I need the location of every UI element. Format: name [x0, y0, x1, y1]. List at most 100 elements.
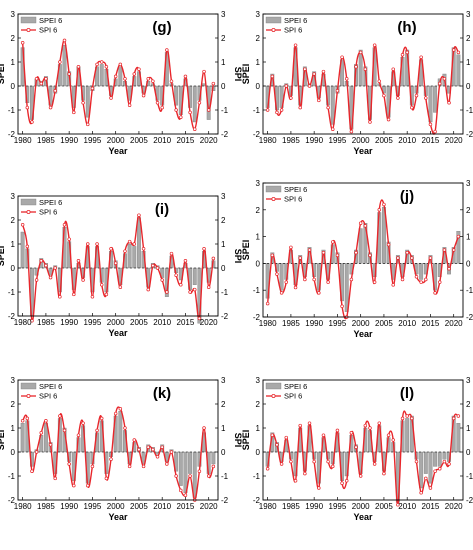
x-axis-title: Year [353, 512, 373, 522]
legend-marker [26, 27, 31, 32]
spi-point [433, 129, 437, 134]
y2-axis-title: SPI [233, 67, 243, 82]
spi-point [424, 476, 428, 481]
spi-point [275, 443, 279, 447]
spei-bar [358, 228, 363, 264]
spi-point [326, 459, 330, 464]
y-tick-label: 3 [256, 376, 261, 385]
x-axis-title: Year [353, 329, 373, 339]
spi-point [437, 280, 442, 284]
spi-point [127, 103, 132, 107]
spi-point [437, 81, 442, 86]
y2-axis-title: SPI [233, 433, 243, 448]
legend-label-spei: SPEI 6 [284, 16, 307, 25]
spi-point [317, 291, 321, 295]
panel-label: (j) [400, 188, 414, 205]
y-tick-label: 2 [11, 400, 16, 409]
spei-bar [428, 451, 433, 484]
spi-point [188, 474, 192, 478]
spi-point [298, 256, 302, 260]
legend-label-spi: SPI 6 [39, 392, 57, 401]
x-tick-label: 2020 [445, 502, 463, 511]
spi-point [137, 447, 141, 452]
spi-point [372, 280, 377, 284]
spi-point [202, 426, 206, 430]
spi-point [211, 81, 216, 86]
spi-point [86, 122, 90, 127]
spi-point [368, 426, 372, 430]
spi-point [433, 291, 437, 295]
y2-tick-label: -1 [466, 472, 473, 481]
spi-point [67, 237, 71, 241]
spi-point [174, 474, 178, 478]
x-tick-label: 1985 [282, 502, 300, 511]
x-tick-label: 2015 [177, 502, 195, 511]
x-tick-label: 2000 [352, 319, 370, 328]
spei-bar [363, 222, 368, 264]
spi-point [368, 253, 372, 258]
x-tick-label: 1985 [37, 318, 55, 327]
spi-point [165, 48, 169, 52]
spi-point [307, 84, 312, 88]
spi-point [331, 464, 335, 469]
y2-tick-label: 2 [466, 34, 471, 43]
y-tick-label: 3 [11, 192, 16, 201]
y-tick-label: 2 [256, 34, 261, 43]
panel-j: -2 -2 -1 -1 0 0 1 1 2 2 3 3 1980 1985 1990 1995 2000 2005… [241, 179, 473, 339]
x-tick-label: 1990 [60, 136, 78, 145]
y-tick-label: 1 [256, 233, 261, 242]
y2-tick-label: -1 [221, 472, 229, 481]
x-tick-label: 1995 [329, 136, 347, 145]
y-tick-label: -2 [253, 130, 261, 139]
spi-point [386, 117, 391, 122]
x-tick-label: 1980 [259, 502, 277, 511]
x-tick-label: 1990 [305, 319, 323, 328]
spi-point [99, 60, 104, 64]
spi-point [279, 462, 284, 466]
spi-point [72, 292, 76, 297]
y2-tick-label: 3 [221, 10, 226, 19]
y-tick-label: -1 [253, 472, 261, 481]
spi-point [358, 474, 363, 478]
y-tick-label: 3 [256, 10, 261, 19]
spi-point [400, 416, 405, 421]
y-tick-label: -1 [8, 288, 16, 297]
spi-point [211, 464, 216, 469]
spei-bar [20, 423, 25, 453]
spi-point [113, 74, 118, 79]
spi-point [62, 428, 67, 433]
spei-bar [132, 246, 137, 269]
spi-point [298, 423, 302, 428]
spi-point [151, 263, 155, 268]
y2-axis-title: SPI [233, 249, 243, 264]
y2-tick-label: 1 [221, 58, 226, 67]
y2-tick-label: 1 [466, 233, 471, 242]
spi-point [405, 50, 409, 55]
spi-point [90, 295, 95, 299]
x-tick-label: 2010 [398, 136, 416, 145]
spei-bar [192, 267, 197, 285]
y-tick-label: 0 [256, 448, 261, 457]
y2-tick-label: -2 [466, 496, 473, 505]
spi-point [34, 77, 39, 81]
x-tick-label: 1995 [329, 502, 347, 511]
spei-bar [174, 85, 179, 106]
x-axis-title: Year [108, 512, 128, 522]
spi-point [183, 74, 188, 79]
spei-bar [433, 85, 438, 113]
y-tick-label: -1 [253, 286, 261, 295]
spi-point [169, 251, 174, 256]
spi-point [396, 256, 400, 260]
x-tick-label: 2015 [177, 318, 195, 327]
spi-point [456, 234, 461, 239]
spei-bar [344, 263, 349, 312]
spi-point [358, 221, 363, 225]
y-tick-label: -2 [8, 496, 16, 505]
y2-tick-label: -2 [221, 130, 229, 139]
legend-marker [26, 393, 31, 398]
spi-point [99, 283, 104, 287]
